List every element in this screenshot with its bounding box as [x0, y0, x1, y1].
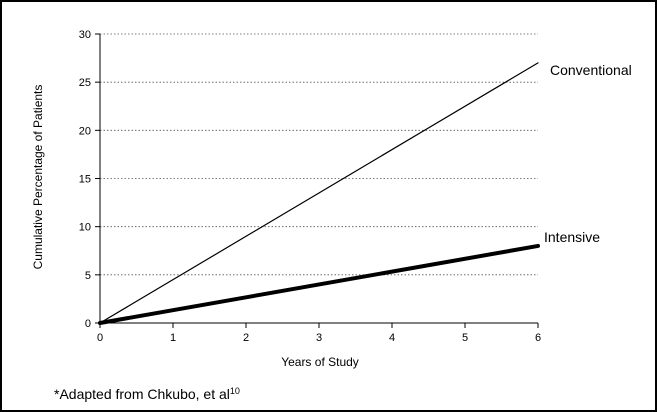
x-tick-label-3: 3 — [316, 332, 322, 344]
x-tick-label-5: 5 — [462, 332, 468, 344]
x-axis-title: Years of Study — [281, 355, 359, 369]
x-tick-label-6: 6 — [535, 332, 541, 344]
y-tick-labels: 0 5 10 15 20 25 30 — [79, 29, 91, 330]
x-tick-label-1: 1 — [170, 332, 176, 344]
series-lines — [98, 62, 540, 325]
y-tick-label-20: 20 — [79, 125, 91, 137]
footnote: *Adapted from Chkubo, et al10 — [54, 386, 240, 402]
series-label-intensive: Intensive — [544, 229, 600, 245]
gridlines — [100, 33, 538, 276]
series-line-conventional — [99, 62, 539, 324]
x-tick-label-0: 0 — [97, 332, 103, 344]
series-line-intensive — [98, 243, 540, 325]
y-tick-label-30: 30 — [79, 29, 91, 41]
y-tick-label-25: 25 — [79, 77, 91, 89]
x-tick-label-4: 4 — [389, 332, 395, 344]
axes — [95, 33, 539, 328]
y-tick-label-15: 15 — [79, 174, 91, 186]
x-tick-label-2: 2 — [243, 332, 249, 344]
series-label-conventional: Conventional — [550, 62, 632, 78]
series-labels: Conventional Intensive — [544, 62, 632, 245]
footnote-reference: 10 — [229, 386, 240, 396]
y-tick-label-0: 0 — [85, 318, 91, 330]
y-tick-label-10: 10 — [79, 222, 91, 234]
footnote-text: *Adapted from Chkubo, et al — [54, 386, 230, 402]
x-tick-labels: 0 1 2 3 4 5 6 — [97, 332, 541, 344]
y-axis-title: Cumulative Percentage of Patients — [31, 85, 45, 270]
y-tick-label-5: 5 — [85, 270, 91, 282]
